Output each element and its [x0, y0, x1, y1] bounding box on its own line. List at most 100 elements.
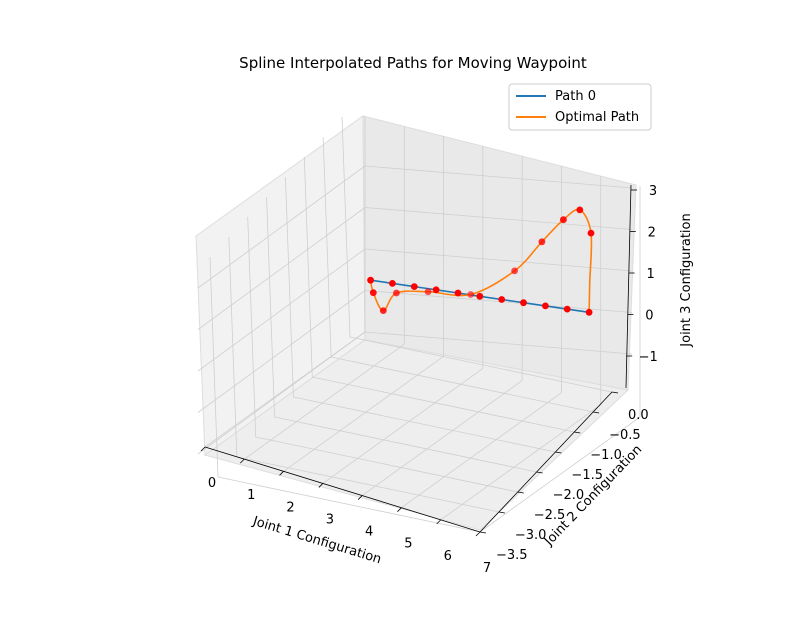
- x-axis-line: [204, 446, 481, 533]
- waypoint-marker: [498, 296, 506, 303]
- grid-line: [364, 290, 633, 313]
- z-tick-label: 3: [649, 184, 657, 199]
- x-tick: [436, 519, 441, 525]
- grid-line: [364, 331, 633, 355]
- grid-line: [401, 392, 562, 509]
- waypoint-marker: [369, 289, 377, 297]
- y-tick-label: −2.0: [553, 488, 585, 503]
- waypoint-marker: [424, 288, 432, 296]
- axes-panes: [195, 115, 637, 531]
- grid-line: [303, 156, 313, 378]
- pane-floor: [203, 339, 630, 531]
- grid-line: [197, 165, 366, 289]
- grid-line: [255, 436, 518, 493]
- grid-line: [197, 207, 366, 330]
- legend-label-optimal-path: Optimal Path: [555, 110, 639, 125]
- x-tick: [200, 446, 206, 452]
- grid-line: [285, 176, 294, 398]
- grid-line: [197, 290, 366, 413]
- x-tick: [397, 507, 402, 512]
- waypoint-marker: [367, 276, 374, 284]
- waypoint-marker: [410, 283, 418, 290]
- grid-line: [331, 356, 594, 413]
- y-tick-label: −2.5: [534, 508, 566, 523]
- x-tick-label: 3: [326, 512, 334, 527]
- grid-lines: [197, 116, 641, 533]
- waypoint-marker: [476, 292, 484, 300]
- grid-line: [364, 165, 633, 189]
- waypoint-marker: [576, 206, 584, 214]
- x-tick-label: 0: [208, 476, 216, 491]
- y-tick: [611, 391, 619, 394]
- grid-line: [266, 196, 275, 418]
- y-tick-label: −3.0: [515, 528, 547, 543]
- x-tick: [357, 495, 363, 500]
- grid-line: [322, 136, 332, 358]
- waypoint-marker: [511, 267, 518, 275]
- y-tick-label: −3.5: [496, 548, 528, 563]
- waypoint-marker: [393, 289, 400, 297]
- waypoint-marker: [467, 291, 475, 298]
- y-tick: [498, 511, 505, 514]
- waypoint-marker: [432, 286, 440, 294]
- x-tick: [240, 458, 245, 464]
- y-tick: [517, 491, 524, 494]
- chart-title: Spline Interpolated Paths for Moving Way…: [239, 54, 587, 72]
- x-tick: [318, 483, 324, 488]
- y-tick: [574, 431, 581, 434]
- waypoint-marker: [538, 238, 546, 246]
- grid-line: [479, 416, 641, 533]
- z-tick-label: 0: [645, 309, 653, 324]
- grid-line: [361, 380, 523, 496]
- z-tick-label: −1: [639, 350, 658, 365]
- x-tick-label: 2: [286, 500, 294, 515]
- y-tick-label: −0.5: [609, 428, 641, 443]
- y-tick-label: −1.5: [571, 468, 603, 483]
- waypoint-marker: [563, 305, 571, 313]
- x-tick-label: 5: [404, 537, 412, 552]
- y-axis-line: [479, 391, 613, 533]
- grid-line: [217, 476, 481, 533]
- x-axis-label: Joint 1 Configuration: [250, 514, 383, 568]
- grid-line: [274, 416, 537, 473]
- waypoint-marker: [520, 299, 527, 307]
- waypoint-marker: [587, 229, 595, 237]
- x-tick-label: 1: [247, 488, 255, 503]
- x-tick: [279, 471, 284, 476]
- grid-line: [228, 236, 238, 458]
- grid-line: [197, 248, 366, 372]
- waypoint-marker: [389, 280, 396, 287]
- grid-line: [364, 207, 633, 230]
- y-tick-label: −1.0: [590, 448, 622, 463]
- z-tick-label: 1: [646, 267, 654, 282]
- z-tick-label: 2: [648, 226, 656, 241]
- x-tick-label: 6: [444, 549, 452, 564]
- legend-label-path-0: Path 0: [555, 89, 596, 104]
- z-axis-label: Joint 3 Configuration: [679, 213, 694, 347]
- grid-line: [283, 355, 444, 472]
- y-tick-label: 0.0: [628, 408, 649, 423]
- grid-line: [364, 248, 633, 272]
- axis-lines: [204, 184, 632, 533]
- grid-line: [322, 368, 484, 484]
- x-tick-label: 4: [365, 525, 373, 540]
- y-tick: [536, 471, 543, 474]
- grid-line: [349, 336, 613, 393]
- waypoint-marker: [585, 308, 593, 316]
- grid-line: [247, 216, 257, 438]
- grid-line: [440, 404, 601, 521]
- axis-ticks: 0 1 2 3 4 5 6 7 0.0 −0.5 −1.0 −1.5 −2.0 −2.5 −3.0 −3.5 3…: [200, 184, 658, 576]
- x-tick-label: 7: [483, 561, 491, 576]
- x-tick: [475, 531, 481, 537]
- waypoint-marker: [379, 307, 387, 314]
- waypoints-layer: [367, 206, 595, 316]
- grid-line: [341, 116, 351, 338]
- waypoint-marker: [560, 216, 567, 224]
- grid-line: [293, 396, 556, 453]
- y-tick: [555, 451, 562, 454]
- grid-line: [197, 331, 366, 455]
- z-axis-line: [625, 184, 632, 389]
- waypoint-marker: [542, 302, 549, 310]
- y-tick: [593, 411, 600, 414]
